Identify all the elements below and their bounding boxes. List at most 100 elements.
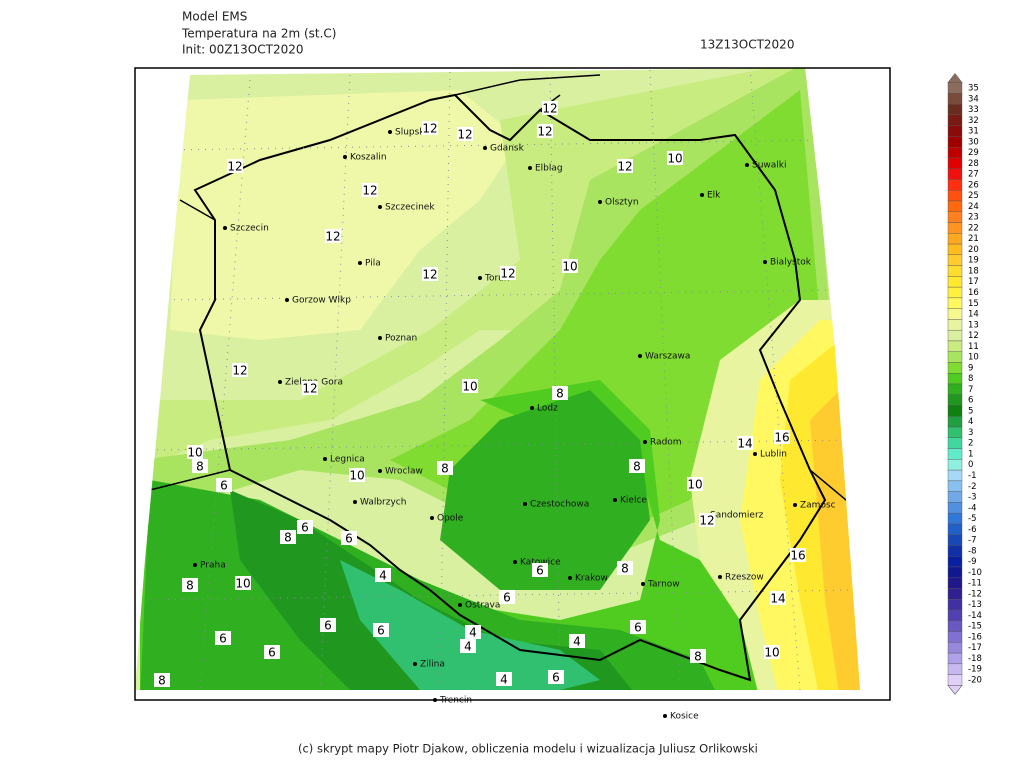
contour-label: 12 <box>542 102 557 116</box>
contour-label: 12 <box>325 230 340 244</box>
contour-label: 12 <box>227 160 242 174</box>
colorbar-label: -8 <box>968 546 976 556</box>
contour-label: 6 <box>268 646 276 660</box>
contour-label-box <box>264 645 280 659</box>
colorbar-swatch <box>947 577 963 589</box>
contour-label-box <box>362 183 378 197</box>
colorbar-swatch <box>947 362 963 374</box>
colorbar-swatch <box>947 93 963 105</box>
colorbar-swatch <box>947 265 963 277</box>
city-label: Kosice <box>670 712 699 722</box>
colorbar-label: 15 <box>968 299 979 309</box>
contour-label-box <box>774 430 790 444</box>
city-label: Poznan <box>385 334 417 344</box>
colorbar-label: 2 <box>968 439 973 449</box>
colorbar-label: 13 <box>968 320 979 330</box>
colorbar-swatch <box>947 556 963 568</box>
city-label: Elk <box>707 191 721 201</box>
contour-label-box <box>457 127 473 141</box>
colorbar-label: -6 <box>968 525 976 535</box>
city-label: Gorzow Wlkp <box>292 296 351 306</box>
colorbar-label: 32 <box>968 116 979 126</box>
contour-label-box <box>667 151 683 165</box>
title-line: Temperatura na 2m (st.C) <box>181 27 337 41</box>
contour-label: 6 <box>220 479 228 493</box>
contour-label-box <box>232 363 248 377</box>
contour-label: 12 <box>302 382 317 396</box>
colorbar-swatch <box>947 222 963 234</box>
contour-label-box <box>297 520 313 534</box>
colorbar-swatch <box>947 599 963 611</box>
city-label: Szczecin <box>230 224 269 234</box>
city-dot <box>598 200 602 204</box>
colorbar-swatch <box>947 480 963 492</box>
colorbar-label: 35 <box>968 84 979 94</box>
colorbar-label: 12 <box>968 331 979 341</box>
colorbar-label: -14 <box>968 611 982 621</box>
colorbar-label: 23 <box>968 213 979 223</box>
city-label: Praha <box>200 561 226 571</box>
temperature-field <box>135 68 860 690</box>
colorbar-label: 28 <box>968 159 979 169</box>
contour-label: 8 <box>633 460 641 474</box>
city-label: Rzeszow <box>725 573 764 583</box>
contour-label-box <box>375 568 391 582</box>
contour-label-box <box>460 639 476 653</box>
colorbar-swatch <box>947 146 963 159</box>
contour-label-box <box>302 381 318 395</box>
contour-label-box <box>235 576 251 590</box>
city-label: Koszalin <box>350 153 387 163</box>
colorbar-swatch <box>947 254 963 266</box>
city-dot <box>433 698 437 702</box>
colorbar-swatch <box>947 642 963 654</box>
city-label: Krakow <box>575 574 608 584</box>
colorbar-label: 33 <box>968 105 979 115</box>
contour-label-box <box>499 590 515 604</box>
contour-label-box <box>552 386 568 400</box>
colorbar-label: 19 <box>968 256 979 266</box>
city-dot <box>413 662 417 666</box>
colorbar-label: 21 <box>968 234 979 244</box>
colorbar-swatch <box>947 243 963 256</box>
colorbar-label: 24 <box>968 202 979 212</box>
colorbar-swatch <box>947 405 963 417</box>
city-label: Kielce <box>620 496 647 506</box>
contour-label: 12 <box>457 128 472 142</box>
contour-label-box <box>699 513 715 527</box>
city-dot <box>663 714 667 718</box>
colorbar-swatch <box>947 286 963 299</box>
colorbar-swatch <box>947 103 963 116</box>
city-dot <box>638 354 642 358</box>
city-dot <box>641 582 645 586</box>
colorbar-label: 22 <box>968 223 979 233</box>
colorbar-label: 16 <box>968 288 979 298</box>
colorbar-label: -17 <box>968 643 982 653</box>
contour-label-box <box>192 459 208 473</box>
colorbar-label: 30 <box>968 137 979 147</box>
city-dot <box>745 163 749 167</box>
colorbar-label: 3 <box>968 428 973 438</box>
colorbar-label: -9 <box>968 557 976 567</box>
contour-label: 6 <box>345 532 353 546</box>
contour-label-box <box>690 649 706 663</box>
map-frame <box>134 67 891 701</box>
colorbar-swatch <box>947 200 963 212</box>
colorbar-label: 20 <box>968 245 979 255</box>
graticule <box>139 68 860 690</box>
colorbar-end <box>947 685 963 695</box>
colorbar-label: 6 <box>968 396 973 406</box>
contour-label: 8 <box>441 462 449 476</box>
contour-label: 12 <box>617 160 632 174</box>
contour-label-box <box>373 623 389 637</box>
colorbar-label: 7 <box>968 385 973 395</box>
colorbar-swatch <box>947 297 963 309</box>
colorbar-swatch <box>947 351 963 363</box>
contour-label-box <box>562 259 578 273</box>
city-dot <box>513 560 517 564</box>
colorbar-swatch <box>947 276 963 288</box>
colorbar-label: -4 <box>968 503 976 513</box>
contour-label-box <box>496 672 512 686</box>
contour-label-box <box>617 159 633 173</box>
colorbar-label: -18 <box>968 654 982 664</box>
city-label: Tarnow <box>647 580 680 590</box>
